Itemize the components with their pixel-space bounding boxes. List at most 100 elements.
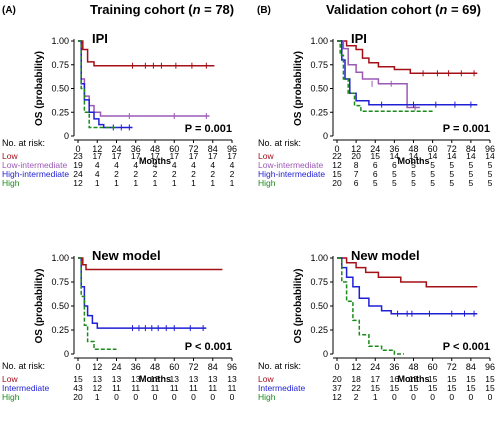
risk-count: 4 <box>230 160 235 170</box>
y-axis-label: OS (probability) <box>293 51 304 126</box>
risk-count: 15 <box>332 169 342 179</box>
risk-count: 17 <box>189 151 199 161</box>
risk-count: 5 <box>411 178 416 188</box>
risk-row-label: High <box>2 178 20 188</box>
risk-count: 7 <box>354 169 359 179</box>
x-tick-label: 24 <box>370 144 380 154</box>
risk-row-label: High-intermediate <box>258 169 325 179</box>
curve-high-intermediate <box>78 40 133 129</box>
x-tick-label: 24 <box>111 144 121 154</box>
risk-count: 2 <box>153 169 158 179</box>
y-tick-label: 0.50 <box>51 301 69 311</box>
risk-count: 4 <box>191 160 196 170</box>
risk-count: 5 <box>449 178 454 188</box>
risk-count: 2 <box>230 169 235 179</box>
risk-count: 18 <box>351 374 361 384</box>
risk-count: 0 <box>153 392 158 402</box>
risk-count: 13 <box>189 374 199 384</box>
risk-count: 14 <box>466 151 476 161</box>
curve-low-intermediate <box>337 40 420 109</box>
risk-count: 4 <box>153 160 158 170</box>
y-tick-label: 0.50 <box>310 84 328 94</box>
y-tick-label: 0.50 <box>51 84 69 94</box>
risk-row-label: Intermediate <box>2 383 50 393</box>
risk-count: 0 <box>430 392 435 402</box>
x-tick-label: 0 <box>334 144 339 154</box>
y-axis-label: OS (probability) <box>34 269 45 344</box>
risk-count: 11 <box>151 383 160 393</box>
risk-row-label: High <box>2 392 20 402</box>
x-tick-label: 84 <box>208 144 218 154</box>
risk-count: 15 <box>409 383 419 393</box>
p-value: P = 0.001 <box>443 123 490 135</box>
risk-row-label: High <box>258 392 276 402</box>
curve-low <box>78 257 223 271</box>
risk-count: 0 <box>449 392 454 402</box>
x-tick-label: 36 <box>131 362 141 372</box>
risk-count: 12 <box>93 383 103 393</box>
panel-a-title: Training cohort (n = 78) <box>90 2 234 17</box>
x-tick-label: 0 <box>334 362 339 372</box>
risk-count: 13 <box>227 374 237 384</box>
x-tick-label: 72 <box>447 362 457 372</box>
x-tick-label: 84 <box>208 362 218 372</box>
curve-low <box>337 257 478 288</box>
curve-low <box>337 40 478 75</box>
plot-title: IPI <box>92 31 108 46</box>
risk-count: 0 <box>411 392 416 402</box>
risk-count: 17 <box>112 151 122 161</box>
risk-count: 15 <box>428 374 438 384</box>
risk-count: 5 <box>430 178 435 188</box>
plot-title: New model <box>351 248 420 263</box>
x-tick-label: 60 <box>428 362 438 372</box>
risk-count: 0 <box>469 392 474 402</box>
plot-title: IPI <box>351 31 367 46</box>
risk-row-label: Low <box>2 374 18 384</box>
x-tick-label: 36 <box>389 362 399 372</box>
risk-count: 17 <box>208 151 218 161</box>
risk-header: No. at risk: <box>2 138 45 148</box>
risk-row-label: Intermediate <box>258 383 306 393</box>
risk-count: 15 <box>447 383 457 393</box>
x-tick-label: 96 <box>485 362 495 372</box>
risk-count: 5 <box>430 160 435 170</box>
risk-count: 20 <box>351 151 361 161</box>
x-tick-label: 24 <box>111 362 121 372</box>
y-axis-label: OS (probability) <box>34 51 45 126</box>
risk-count: 16 <box>390 374 400 384</box>
risk-count: 4 <box>133 160 138 170</box>
risk-count: 15 <box>485 383 495 393</box>
y-tick-label: 0.25 <box>310 325 328 335</box>
risk-count: 20 <box>332 374 342 384</box>
risk-count: 17 <box>93 151 103 161</box>
risk-count: 5 <box>373 178 378 188</box>
risk-count: 15 <box>371 151 381 161</box>
y-tick-label: 0.25 <box>51 107 69 117</box>
risk-count: 1 <box>210 178 215 188</box>
x-tick-label: 48 <box>408 144 418 154</box>
plot-title: New model <box>92 248 161 263</box>
risk-count: 11 <box>170 383 179 393</box>
risk-count: 2 <box>114 169 119 179</box>
x-tick-label: 84 <box>466 144 476 154</box>
risk-row-label: High-intermediate <box>2 169 69 179</box>
risk-count: 14 <box>428 151 438 161</box>
risk-count: 17 <box>371 374 381 384</box>
risk-count: 4 <box>210 160 215 170</box>
y-tick-label: 0.75 <box>51 277 69 287</box>
x-tick-label: 96 <box>227 144 237 154</box>
curve-intermediate <box>337 257 478 315</box>
risk-count: 0 <box>488 392 493 402</box>
risk-count: 15 <box>428 383 438 393</box>
risk-count: 1 <box>133 178 138 188</box>
risk-count: 2 <box>210 169 215 179</box>
risk-count: 0 <box>392 392 397 402</box>
chart-a-new: 0 0.25 0.50 0.75 1.00 0 12 24 36 48 60 72 84 96 Months… <box>2 248 237 402</box>
risk-count: 17 <box>131 151 141 161</box>
y-axis-label: OS (probability) <box>293 269 304 344</box>
p-value: P < 0.001 <box>185 341 232 353</box>
risk-count: 5 <box>469 169 474 179</box>
y-tick-label: 1.00 <box>310 253 328 263</box>
x-tick-label: 72 <box>188 362 198 372</box>
risk-row-label: High <box>258 178 276 188</box>
